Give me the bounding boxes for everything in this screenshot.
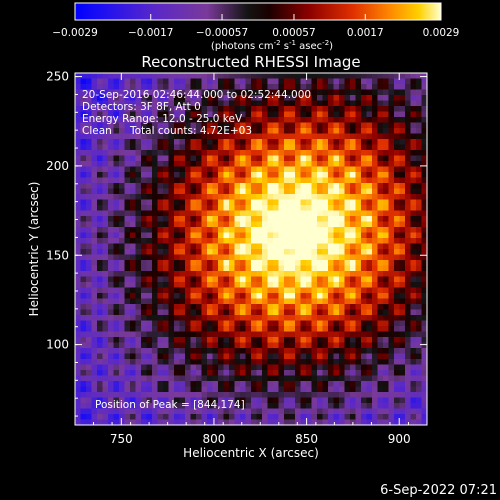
- heatmap-image: [75, 73, 427, 425]
- colorbar-tick-label: 0.00057: [272, 27, 315, 39]
- x-tick-label: 900: [388, 432, 411, 446]
- colorbar-tick-label: −0.0017: [128, 27, 174, 39]
- colorbar-tick-label: 0.0029: [423, 27, 460, 39]
- annotation-peak: Position of Peak = [844,174]: [95, 399, 245, 411]
- x-axis-label: Heliocentric X (arcsec): [183, 446, 319, 460]
- colorbar-tick-label: −0.0029: [52, 27, 98, 39]
- colorbar-unit: (photons cm-2 s-1 asec-2): [211, 39, 333, 52]
- annotation-time-range: 20-Sep-2016 02:46:44.000 to 02:52:44.000: [82, 89, 311, 101]
- plot-frame: [74, 72, 428, 426]
- y-tick-label: 150: [46, 248, 69, 262]
- colorbar-ticks: −0.0029 −0.0017 −0.00057 0.00057 0.0017 0.002…: [52, 14, 459, 39]
- colorbar-tick-label: 0.0017: [347, 27, 384, 39]
- axis-ticks: 750 800 850 900 100 150 200 250: [46, 70, 428, 446]
- y-tick-label: 100: [46, 338, 69, 352]
- y-axis-label: Heliocentric Y (arcsec): [27, 182, 41, 317]
- colorbar-tick-label: −0.00057: [196, 27, 248, 39]
- footer-date: 6-Sep-2022 07:21: [380, 483, 497, 498]
- annotation-energy: Energy Range: 12.0 - 25.0 keV: [82, 113, 243, 125]
- annotation-detectors: Detectors: 3F 8F, Att 0: [82, 101, 201, 113]
- x-tick-label: 750: [110, 432, 133, 446]
- x-tick-label: 850: [295, 432, 318, 446]
- y-tick-label: 250: [46, 70, 69, 84]
- annotation-counts: Total counts: 4.72E+03: [129, 125, 252, 137]
- x-tick-label: 800: [202, 432, 225, 446]
- chart-title: Reconstructed RHESSI Image: [141, 53, 360, 71]
- colorbar: [74, 2, 442, 21]
- annotation-method: Clean: [82, 125, 112, 137]
- y-tick-label: 200: [46, 159, 69, 173]
